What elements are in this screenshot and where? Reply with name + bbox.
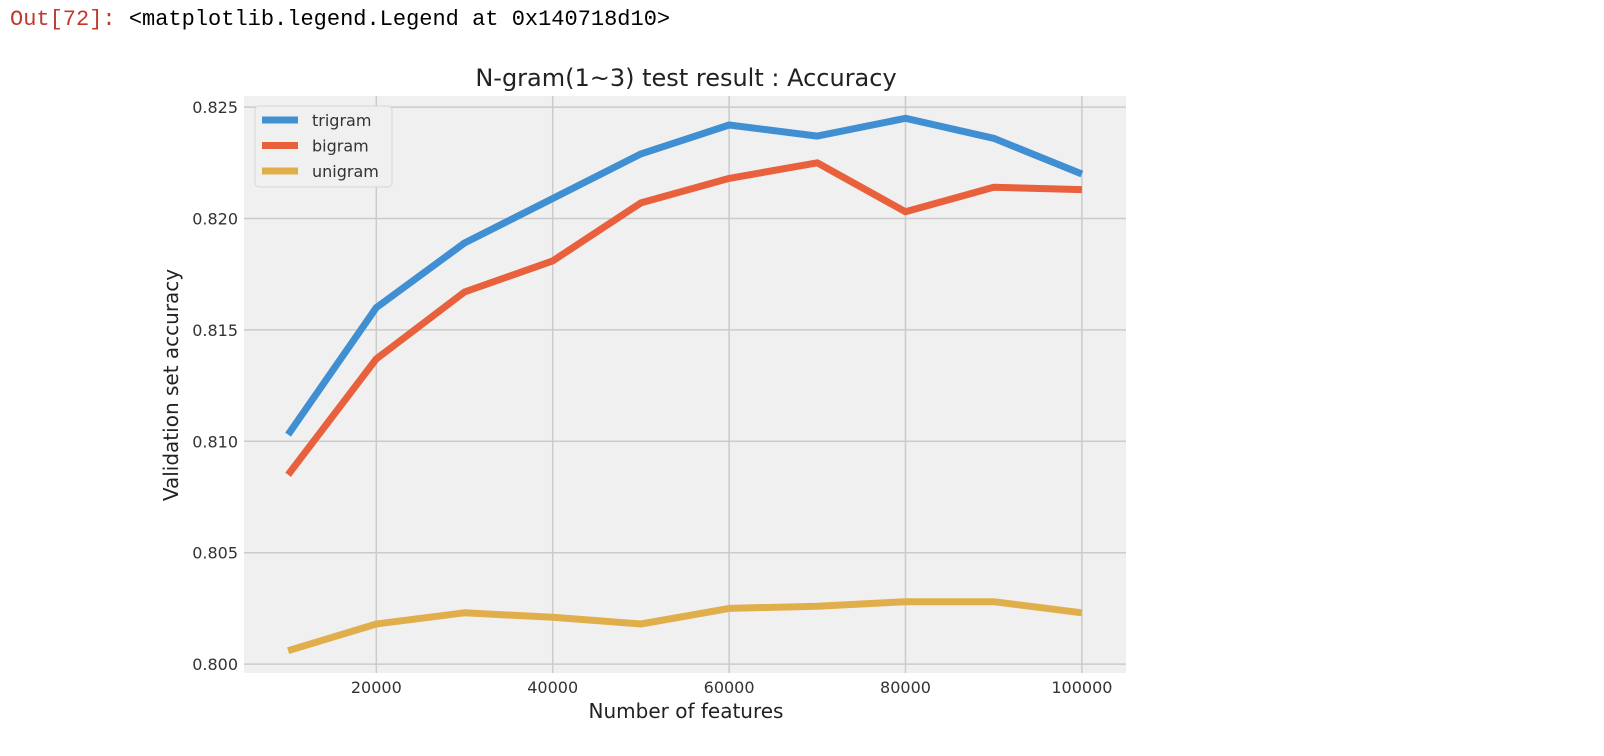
x-tick-label: 80000	[880, 678, 931, 697]
series-line-bigram	[285, 159, 1082, 477]
y-tick-label: 0.825	[192, 98, 238, 117]
y-tick-label: 0.815	[192, 321, 238, 340]
series-line-trigram	[285, 114, 1084, 437]
chart-title: N-gram(1~3) test result : Accuracy	[475, 64, 896, 92]
legend-label-trigram: trigram	[312, 111, 371, 130]
axis-ticks: 20000 40000 60000 80000 100000 0.800 0.805 0.81…	[192, 98, 1112, 697]
legend-label-bigram: bigram	[312, 137, 369, 156]
output-line: Out[72]: <matplotlib.legend.Legend at 0x…	[10, 6, 670, 34]
grid-lines	[244, 96, 1126, 673]
x-tick-label: 100000	[1051, 678, 1112, 697]
y-tick-label: 0.805	[192, 544, 238, 563]
y-tick-label: 0.820	[192, 210, 238, 229]
x-tick-label: 20000	[351, 678, 402, 697]
y-axis-title: Validation set accuracy	[159, 269, 183, 501]
x-axis-title: Number of features	[589, 699, 784, 723]
series-line-unigram	[287, 598, 1083, 655]
output-repr-text: <matplotlib.legend.Legend at 0x140718d10…	[128, 7, 671, 32]
legend-box	[254, 105, 393, 188]
legend: trigram bigram unigram	[254, 105, 393, 188]
output-prompt: Out[72]:	[10, 7, 116, 32]
legend-label-unigram: unigram	[312, 162, 379, 181]
x-tick-label: 60000	[704, 678, 755, 697]
x-tick-label: 40000	[527, 678, 578, 697]
y-tick-label: 0.810	[192, 432, 238, 451]
series-lines	[285, 114, 1084, 655]
y-tick-label: 0.800	[192, 655, 238, 674]
